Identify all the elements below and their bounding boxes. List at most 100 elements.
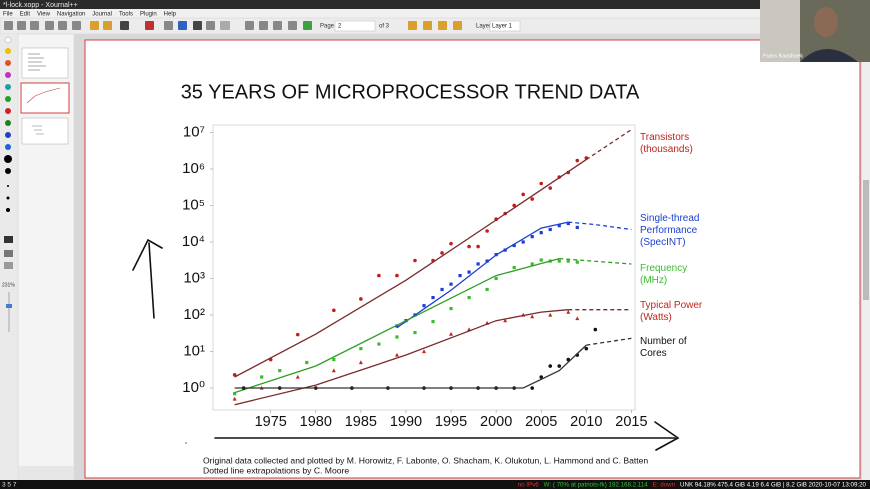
preview-scribble: [32, 125, 44, 135]
page-preview-active[interactable]: [20, 82, 70, 114]
data-point: [395, 335, 399, 339]
legend-entry: Frequency (MHz): [640, 263, 687, 286]
data-point: [512, 203, 516, 208]
extrapolation-line: [586, 337, 632, 346]
data-point: [476, 244, 480, 249]
data-point: [539, 231, 543, 235]
data-point: [539, 375, 544, 379]
status-item: E: down: [653, 482, 676, 489]
preview-scribble: [26, 87, 61, 104]
hand-arrow-right: [214, 421, 680, 451]
data-point: [530, 314, 535, 319]
data-point: [566, 259, 570, 263]
data-point: [449, 241, 453, 246]
menu-item[interactable]: File: [3, 12, 13, 18]
data-point: [332, 358, 336, 362]
trend-line: [234, 257, 560, 394]
data-point: [503, 318, 508, 323]
menu-item[interactable]: Journal: [92, 12, 112, 18]
webcam-name: Frans Kaashoek: [763, 53, 803, 59]
data-point: [575, 316, 580, 321]
data-point: [278, 368, 282, 373]
menu-item[interactable]: Edit: [20, 12, 31, 18]
x-tick-label: 1985: [345, 414, 377, 430]
webcam-wall: [760, 0, 800, 62]
data-point: [395, 324, 399, 328]
data-point: [295, 332, 300, 337]
y-tick-label: 10³: [183, 269, 205, 286]
data-point: [530, 386, 535, 390]
data-point: [512, 243, 516, 248]
status-item: no IPv6: [518, 482, 540, 489]
legend-label: Transistors (thousands): [640, 132, 693, 155]
data-point: [232, 396, 237, 401]
menu-item[interactable]: Navigation: [57, 12, 85, 18]
data-point: [377, 273, 381, 278]
data-point: [584, 346, 589, 351]
y-tick-label: 10⁷: [183, 123, 205, 140]
y-tick-label: 10²: [183, 306, 205, 323]
menu-item[interactable]: Tools: [119, 12, 133, 18]
data-point: [494, 276, 498, 281]
extrapolation-line: [559, 257, 632, 265]
data-point: [485, 229, 489, 233]
scroll-thumb[interactable]: [863, 180, 869, 300]
status-items: UNK 94.18% 475.4 GiB 4.19 6.4 GiB | 8.2 …: [518, 482, 867, 489]
data-point: [485, 287, 489, 292]
layer-select[interactable]: [489, 20, 521, 32]
slide-page: [84, 39, 861, 479]
menu-item[interactable]: View: [37, 12, 51, 18]
data-point: [566, 309, 571, 314]
data-point: [485, 259, 489, 263]
title-bar: [0, 0, 870, 9]
data-point: [422, 349, 426, 354]
y-tick-label: 10⁴: [182, 233, 205, 250]
y-tick-label: 10⁵: [182, 196, 205, 213]
page-preview[interactable]: [21, 117, 69, 145]
window-title: *l-lock.xopp - Xournal++: [3, 2, 78, 9]
y-tick-label: 10⁶: [182, 160, 205, 177]
menu-item[interactable]: Help: [164, 12, 177, 18]
legend-entry: Number of Cores: [640, 336, 687, 359]
zoom-slider[interactable]: [8, 292, 10, 332]
page-preview[interactable]: [21, 47, 69, 79]
slide-title: 35 YEARS OF MICROPROCESSOR TREND DATA: [181, 81, 640, 103]
data-point: [548, 312, 553, 317]
data-point: [476, 262, 480, 266]
data-point: [566, 221, 570, 226]
page-field[interactable]: [334, 20, 376, 32]
data-point: [467, 270, 471, 274]
workspaces: 3 5 7: [2, 482, 17, 489]
legend-entry: Transistors (thousands): [640, 132, 693, 155]
trend-line: [234, 159, 587, 378]
page-label: Page: [320, 24, 335, 30]
data-point: [539, 258, 543, 262]
status-bar: [0, 480, 870, 489]
legend-label: Number of Cores: [640, 336, 687, 359]
data-point: [422, 304, 426, 308]
data-point: [305, 360, 309, 365]
data-point: [548, 227, 552, 232]
data-point: [332, 308, 336, 313]
data-point: [530, 235, 534, 239]
data-point: [295, 374, 300, 379]
data-point: [440, 287, 444, 292]
zoom-handle[interactable]: [6, 304, 12, 308]
data-point: [359, 297, 363, 301]
menu-item[interactable]: Plugin: [140, 12, 157, 18]
webcam-face: [814, 7, 838, 37]
data-point: [548, 186, 553, 190]
legend-entry: Typical Power (Watts): [640, 300, 702, 323]
data-point: [593, 327, 598, 332]
menu: File Edit View Navigation Journal Tools Plugin…: [3, 12, 177, 18]
extrapolation-line: [585, 129, 632, 161]
data-point: [557, 259, 561, 263]
menu-bar: [0, 9, 870, 18]
data-point: [575, 158, 580, 163]
layer-label: Layer: [476, 24, 491, 30]
preview-buttons: [18, 466, 74, 480]
data-point: [377, 342, 381, 346]
x-tick-label: 2005: [525, 414, 557, 430]
data-point: [521, 240, 525, 244]
data-point: [440, 251, 444, 255]
